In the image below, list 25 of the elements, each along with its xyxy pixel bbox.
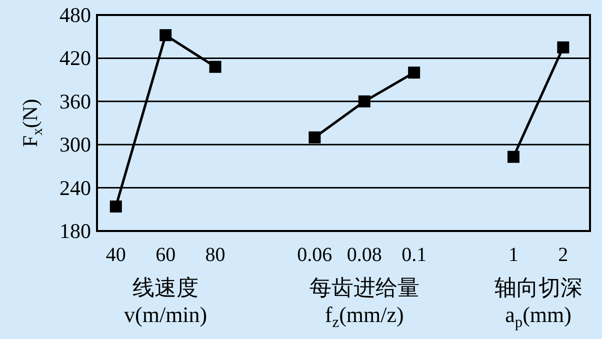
x-tick-label: 0.1	[402, 244, 427, 266]
x-tick-label: 40	[106, 244, 126, 266]
point	[507, 150, 520, 163]
point	[209, 60, 222, 73]
x-tick-label: 1	[508, 244, 518, 266]
point	[358, 95, 370, 108]
point	[408, 66, 420, 79]
x-tick-label: 0.08	[346, 244, 382, 266]
x-tick-label: 2	[558, 244, 568, 266]
y-tick-label: 240	[60, 176, 91, 200]
x-tick-label: 80	[205, 244, 226, 266]
point	[308, 131, 321, 144]
x-tick-label: 0.06	[297, 244, 332, 266]
y-tick-label: 300	[60, 132, 91, 157]
point	[160, 29, 172, 42]
y-tick-label: 420	[60, 46, 91, 70]
point	[557, 41, 570, 54]
text: 每齿进给量 f$_{z}$(mm/z)	[309, 274, 420, 331]
y-tick-label: 480	[60, 3, 91, 27]
text: 线速度 v(m/min)	[124, 274, 208, 326]
x-tick-label: 60	[156, 244, 176, 266]
y-tick-label: 180	[60, 219, 91, 243]
point	[110, 200, 122, 213]
y-tick-label: 360	[60, 89, 91, 114]
text: 轴向切深 a$_{p}$(mm)	[494, 274, 582, 331]
